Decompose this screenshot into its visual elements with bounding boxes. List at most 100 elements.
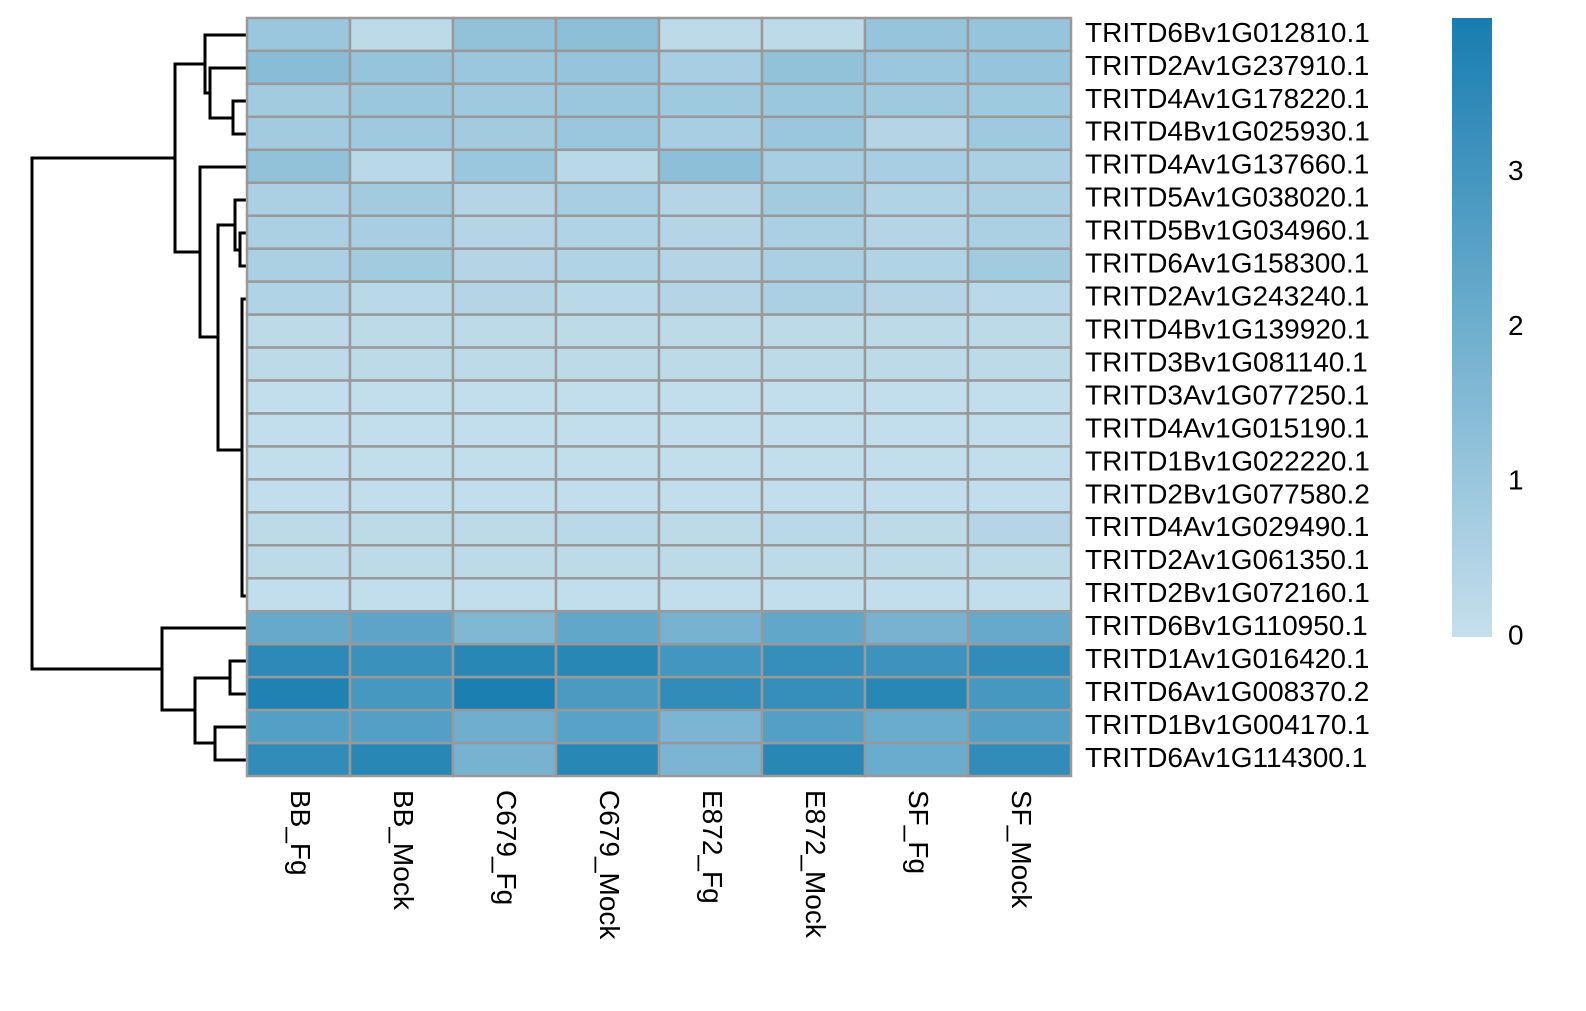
cell (863, 511, 970, 547)
cell (245, 49, 352, 86)
row-label: TRITD2Bv1G072160.1 (1085, 577, 1370, 608)
cell (451, 675, 558, 712)
cell (451, 445, 558, 481)
row-label: TRITD1Av1G016420.1 (1085, 643, 1369, 674)
cell (966, 642, 1073, 679)
cell (966, 313, 1073, 349)
cell (245, 445, 352, 481)
column-label: BB_Fg (285, 790, 316, 876)
cell (863, 148, 970, 185)
cell (554, 82, 661, 119)
cell (760, 379, 867, 415)
row-label: TRITD2Bv1G077580.2 (1085, 478, 1370, 509)
cell (760, 148, 867, 185)
cell (451, 577, 558, 613)
row-label: TRITD4Bv1G025930.1 (1085, 116, 1370, 147)
cell (657, 445, 764, 481)
cell (760, 741, 867, 778)
cell (966, 741, 1073, 778)
cell (348, 708, 455, 745)
cell (966, 412, 1073, 448)
cell (657, 280, 764, 316)
cell (657, 247, 764, 283)
cell (554, 115, 661, 152)
cell (245, 609, 352, 646)
cell (657, 577, 764, 613)
cell (760, 577, 867, 613)
cell (554, 741, 661, 778)
row-label: TRITD1Bv1G004170.1 (1085, 709, 1370, 740)
cell (863, 82, 970, 119)
cell (245, 379, 352, 415)
row-label: TRITD4Av1G015190.1 (1085, 412, 1369, 443)
cell (451, 280, 558, 316)
cell (966, 346, 1073, 382)
cell (451, 379, 558, 415)
cell (554, 609, 661, 646)
cell (863, 675, 970, 712)
cell (451, 741, 558, 778)
cell (245, 82, 352, 119)
cell (760, 181, 867, 217)
cell (245, 412, 352, 448)
cell (760, 708, 867, 745)
cell (863, 544, 970, 580)
cell (451, 642, 558, 679)
cell (760, 49, 867, 86)
row-label: TRITD6Bv1G012810.1 (1085, 17, 1370, 48)
cell (348, 214, 455, 250)
cell (863, 412, 970, 448)
cell (245, 148, 352, 185)
dendrogram (30, 33, 247, 762)
cell (348, 642, 455, 679)
cell (657, 346, 764, 382)
column-label: E872_Fg (697, 790, 728, 904)
cell (348, 280, 455, 316)
cell (245, 642, 352, 679)
cell (863, 478, 970, 514)
cell (554, 379, 661, 415)
cell (657, 609, 764, 646)
cell (657, 412, 764, 448)
cell (348, 82, 455, 119)
cell (451, 412, 558, 448)
colorbar-tick-label: 1 (1508, 465, 1524, 496)
row-label: TRITD4Av1G178220.1 (1085, 83, 1369, 114)
cell (657, 511, 764, 547)
cell (966, 214, 1073, 250)
cell (348, 609, 455, 646)
cell (554, 642, 661, 679)
cell (554, 49, 661, 86)
row-label: TRITD6Av1G008370.2 (1085, 676, 1369, 707)
cell (966, 478, 1073, 514)
cell (760, 609, 867, 646)
cell (348, 115, 455, 152)
column-label: E872_Mock (800, 790, 831, 939)
cell (554, 412, 661, 448)
cell (451, 346, 558, 382)
cell (348, 675, 455, 712)
column-label: C679_Mock (594, 790, 625, 940)
cell (451, 247, 558, 283)
cell (760, 313, 867, 349)
row-label: TRITD4Av1G137660.1 (1085, 149, 1369, 180)
column-label: SF_Fg (903, 790, 934, 874)
cell (863, 577, 970, 613)
cell (760, 445, 867, 481)
cell (348, 412, 455, 448)
cell (863, 49, 970, 86)
cell (348, 445, 455, 481)
cell (554, 181, 661, 217)
cell (348, 181, 455, 217)
cell (348, 741, 455, 778)
cell (348, 313, 455, 349)
column-label: C679_Fg (491, 790, 522, 905)
cell (760, 478, 867, 514)
cell (554, 247, 661, 283)
cell (245, 478, 352, 514)
cell (966, 577, 1073, 613)
cell (966, 609, 1073, 646)
cell (760, 280, 867, 316)
cell (657, 379, 764, 415)
cell (863, 115, 970, 152)
